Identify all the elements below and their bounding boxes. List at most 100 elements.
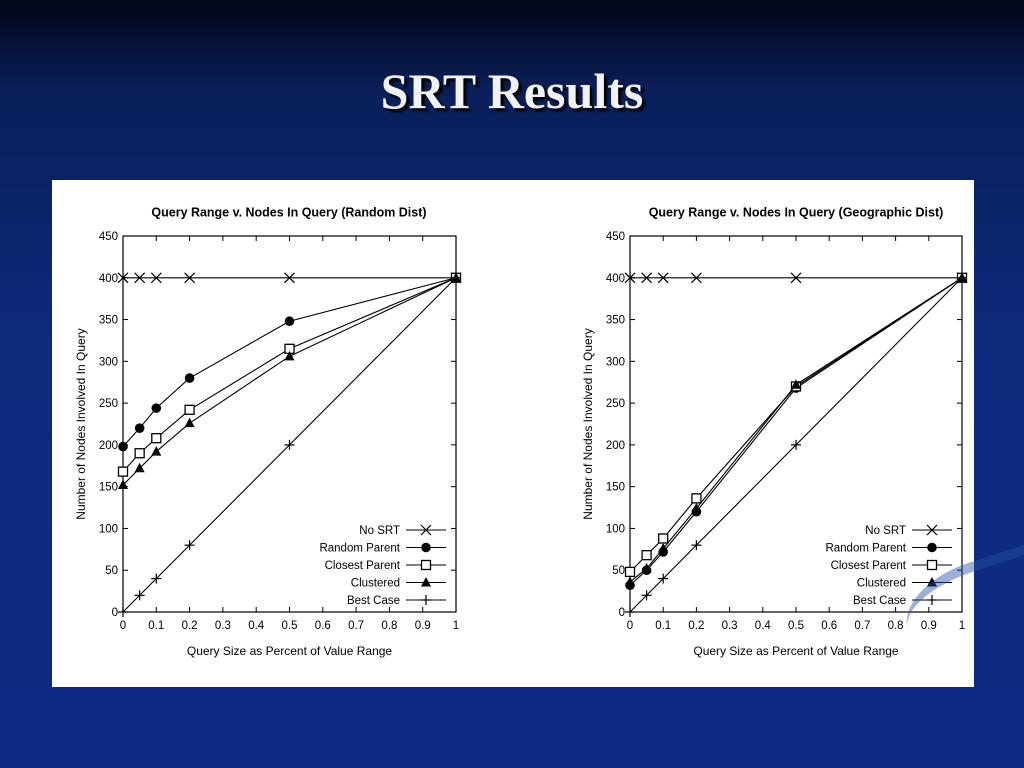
- data-point: [134, 462, 145, 473]
- y-axis-label: Number of Nodes Involved In Query: [74, 328, 88, 519]
- data-point: [658, 542, 669, 553]
- data-point: [184, 540, 195, 551]
- legend-label: Best Case: [347, 595, 400, 607]
- x-axis-label: Query Size as Percent of Value Range: [693, 644, 899, 658]
- data-point-shape: [151, 403, 162, 413]
- data-point-stroke-b: [184, 272, 196, 284]
- legend-marker-shape: [926, 559, 938, 571]
- x-tick-label: 1: [453, 620, 459, 632]
- data-point: [151, 573, 162, 584]
- legend-marker: [420, 524, 432, 536]
- data-point-shape: [117, 466, 129, 477]
- legend-marker: [420, 559, 432, 571]
- data-point: [658, 573, 669, 584]
- data-point: [134, 272, 146, 284]
- data-point: [118, 441, 128, 452]
- legend-label: No SRT: [865, 525, 906, 537]
- legend-marker-shape: [421, 577, 431, 587]
- series-plus: [625, 272, 967, 617]
- y-tick-label: 100: [99, 523, 118, 535]
- charts-canvas: Query Range v. Nodes In Query (Random Di…: [74, 204, 968, 658]
- data-point: [791, 439, 801, 450]
- data-point: [184, 373, 195, 383]
- legend-label: Closest Parent: [325, 560, 401, 572]
- data-point: [151, 403, 162, 413]
- x-axis-label: Query Size as Percent of Value Range: [187, 644, 393, 658]
- data-point-shape: [184, 404, 195, 415]
- data-point: [957, 272, 967, 283]
- data-point-shape: [641, 563, 652, 573]
- data-point: [284, 350, 295, 361]
- data-point: [790, 272, 802, 284]
- series-open-square: [624, 272, 968, 578]
- series-line: [629, 277, 963, 613]
- data-point: [151, 433, 162, 444]
- legend-marker: [926, 524, 938, 536]
- data-point-shape: [184, 373, 195, 383]
- series-filled-circle: [118, 272, 461, 452]
- legend-marker-shape: [420, 559, 432, 571]
- legend: No SRT Random Parent Closest Parent Cluster…: [825, 524, 952, 607]
- x-tick-label: 0.1: [655, 620, 671, 632]
- legend-marker: [421, 577, 431, 587]
- data-point: [284, 316, 295, 327]
- data-point: [641, 590, 652, 601]
- series-plus: [118, 272, 461, 617]
- data-point-stroke-b: [641, 272, 653, 284]
- data-point: [134, 590, 145, 601]
- data-point: [184, 417, 195, 428]
- series-x: [117, 272, 462, 284]
- legend-marker: [421, 595, 431, 605]
- x-tick-label: 0.8: [888, 620, 904, 632]
- y-tick-label: 200: [99, 440, 118, 452]
- y-tick-label: 300: [99, 356, 118, 368]
- data-point: [184, 272, 196, 284]
- data-point: [690, 272, 702, 284]
- data-point: [150, 272, 162, 284]
- x-tick-label: 0.1: [148, 620, 164, 632]
- x-tick-label: 0.4: [248, 620, 265, 632]
- data-point-stroke-b: [284, 272, 295, 284]
- legend-marker: [927, 595, 937, 605]
- x-tick-label: 0.6: [821, 620, 837, 632]
- legend: No SRT Random Parent Closest Parent Cluster…: [319, 524, 446, 607]
- data-point: [691, 540, 702, 551]
- data-point-shape: [791, 379, 801, 389]
- chart-right: Query Range v. Nodes In Query (Geographi…: [581, 204, 968, 658]
- data-point-stroke-b: [150, 272, 162, 284]
- legend-label: Best Case: [853, 595, 906, 607]
- chart-title: Query Range v. Nodes In Query (Random Di…: [151, 204, 426, 219]
- y-tick-label: 100: [606, 523, 625, 535]
- legend-marker: [926, 559, 938, 571]
- x-tick-label: 0: [120, 620, 126, 632]
- data-point: [691, 502, 702, 513]
- series-line: [122, 277, 457, 447]
- x-tick-label: 0.7: [348, 620, 364, 632]
- y-tick-label: 0: [619, 607, 625, 619]
- legend-marker-stroke-b: [420, 524, 432, 536]
- data-point: [641, 272, 653, 284]
- series-x: [624, 272, 968, 284]
- plot-frame: [629, 235, 963, 613]
- legend-label: Random Parent: [319, 543, 400, 555]
- data-point-shape: [624, 566, 636, 578]
- data-point-shape: [641, 550, 652, 561]
- data-point: [134, 448, 145, 459]
- legend-label: Closest Parent: [831, 560, 907, 572]
- data-point: [624, 566, 636, 578]
- slide-title: SRT Results: [380, 63, 644, 119]
- data-point: [451, 272, 461, 283]
- data-point-stroke-b: [657, 272, 669, 284]
- y-tick-label: 400: [99, 273, 118, 285]
- x-tick-label: 1: [959, 620, 965, 632]
- legend-label: No SRT: [359, 525, 400, 537]
- legend-marker: [927, 577, 937, 587]
- data-point-shape: [184, 417, 195, 428]
- legend-marker-shape: [927, 577, 937, 587]
- series-filled-triangle: [625, 272, 967, 586]
- charts-panel: Query Range v. Nodes In Query (Random Di…: [52, 180, 974, 687]
- x-tick-label: 0.2: [182, 620, 198, 632]
- series-filled-circle: [625, 272, 967, 591]
- data-point: [284, 272, 295, 284]
- data-point-shape: [691, 502, 702, 513]
